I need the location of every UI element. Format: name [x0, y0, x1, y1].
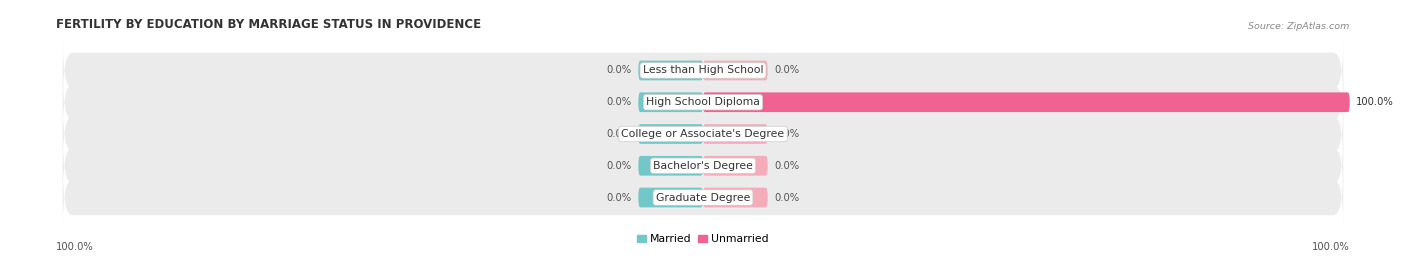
FancyBboxPatch shape [703, 61, 768, 80]
Text: 100.0%: 100.0% [56, 242, 94, 252]
FancyBboxPatch shape [638, 92, 703, 112]
Text: Less than High School: Less than High School [643, 65, 763, 76]
Text: 0.0%: 0.0% [775, 161, 799, 171]
FancyBboxPatch shape [638, 188, 703, 207]
FancyBboxPatch shape [63, 72, 1343, 132]
Text: 0.0%: 0.0% [607, 161, 631, 171]
FancyBboxPatch shape [63, 136, 1343, 196]
Text: FERTILITY BY EDUCATION BY MARRIAGE STATUS IN PROVIDENCE: FERTILITY BY EDUCATION BY MARRIAGE STATU… [56, 18, 481, 31]
Text: 0.0%: 0.0% [775, 65, 799, 76]
Text: 0.0%: 0.0% [775, 129, 799, 139]
Text: 0.0%: 0.0% [607, 97, 631, 107]
Text: Source: ZipAtlas.com: Source: ZipAtlas.com [1249, 22, 1350, 31]
FancyBboxPatch shape [703, 156, 768, 176]
Text: 0.0%: 0.0% [607, 129, 631, 139]
FancyBboxPatch shape [703, 188, 768, 207]
FancyBboxPatch shape [703, 124, 768, 144]
FancyBboxPatch shape [63, 40, 1343, 100]
FancyBboxPatch shape [638, 124, 703, 144]
Text: 100.0%: 100.0% [1357, 97, 1393, 107]
Text: 0.0%: 0.0% [607, 65, 631, 76]
Text: Graduate Degree: Graduate Degree [655, 192, 751, 203]
FancyBboxPatch shape [63, 168, 1343, 228]
FancyBboxPatch shape [703, 92, 1350, 112]
Legend: Married, Unmarried: Married, Unmarried [633, 230, 773, 249]
FancyBboxPatch shape [63, 104, 1343, 164]
Text: High School Diploma: High School Diploma [647, 97, 759, 107]
Text: Bachelor's Degree: Bachelor's Degree [652, 161, 754, 171]
Text: 0.0%: 0.0% [607, 192, 631, 203]
Text: College or Associate's Degree: College or Associate's Degree [621, 129, 785, 139]
FancyBboxPatch shape [638, 61, 703, 80]
Text: 0.0%: 0.0% [775, 192, 799, 203]
FancyBboxPatch shape [638, 156, 703, 176]
Text: 100.0%: 100.0% [1312, 242, 1350, 252]
